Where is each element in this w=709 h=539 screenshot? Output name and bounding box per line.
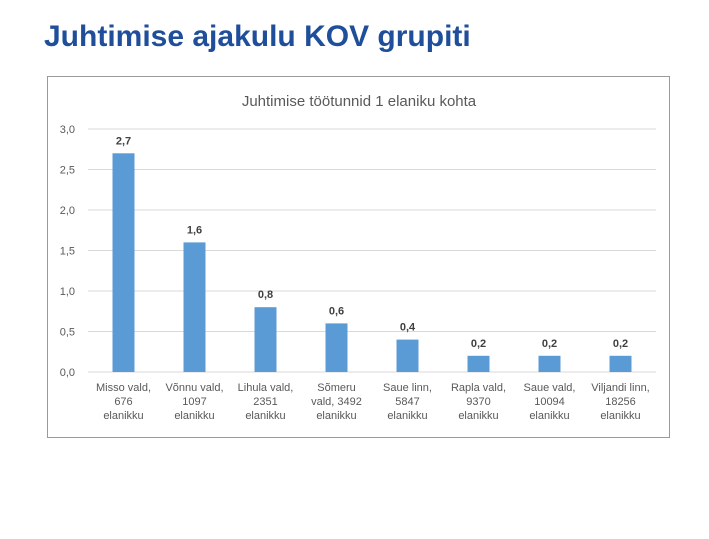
bar <box>467 355 490 372</box>
chart-frame: Juhtimise töötunnid 1 elaniku kohta 0,0 0… <box>47 76 670 438</box>
data-label: 0,8 <box>258 289 273 301</box>
x-tick-label: Saue vald, 10094 elanikku <box>524 382 576 422</box>
x-tick-label: Rapla vald, 9370 elanikku <box>451 382 506 422</box>
x-tick-label: Viljandi linn, 18256 elanikku <box>591 382 650 422</box>
x-tick-label: Sõmeru vald, 3492 elanikku <box>311 382 362 422</box>
data-labels: 2,7 1,6 0,8 0,6 0,4 0,2 0,2 0,2 <box>116 135 628 349</box>
chart-title: Juhtimise töötunnid 1 elaniku kohta <box>242 93 477 110</box>
y-tick-label: 2,0 <box>60 205 75 217</box>
data-label: 2,7 <box>116 135 131 147</box>
bar <box>112 153 135 372</box>
slide-title: Juhtimise ajakulu KOV grupiti <box>44 20 471 53</box>
bar-chart: Juhtimise töötunnid 1 elaniku kohta 0,00… <box>60 93 656 422</box>
bar <box>609 355 632 372</box>
data-label: 0,2 <box>471 338 486 350</box>
data-label: 0,2 <box>613 338 628 350</box>
x-tick-label: Saue linn, 5847 elanikku <box>383 382 432 422</box>
data-label: 0,4 <box>400 322 416 334</box>
x-axis: Misso vald, 676 elanikku Võnnu vald, 1097 ela… <box>96 382 650 422</box>
y-tick-label: 1,5 <box>60 246 75 258</box>
y-tick-label: 1,0 <box>60 286 75 298</box>
bar <box>396 339 419 372</box>
y-tick-label: 2,5 <box>60 165 75 177</box>
y-axis: 0,0 0,5 1,0 1,5 2,0 2,5 3,0 <box>60 124 75 379</box>
y-tick-label: 0,5 <box>60 327 75 339</box>
bars <box>112 153 632 372</box>
x-tick-label: Misso vald, 676 elanikku <box>96 382 151 422</box>
y-tick-label: 3,0 <box>60 124 75 136</box>
bar <box>538 355 561 372</box>
data-label: 0,6 <box>329 305 344 317</box>
bar <box>254 307 277 372</box>
x-tick-label: Lihula vald, 2351 elanikku <box>238 382 294 422</box>
data-label: 1,6 <box>187 224 202 236</box>
data-label: 0,2 <box>542 338 557 350</box>
bar <box>325 323 348 372</box>
y-tick-label: 0,0 <box>60 367 75 379</box>
gridlines <box>88 128 656 373</box>
bar <box>183 242 206 372</box>
x-tick-label: Võnnu vald, 1097 elanikku <box>165 382 223 422</box>
